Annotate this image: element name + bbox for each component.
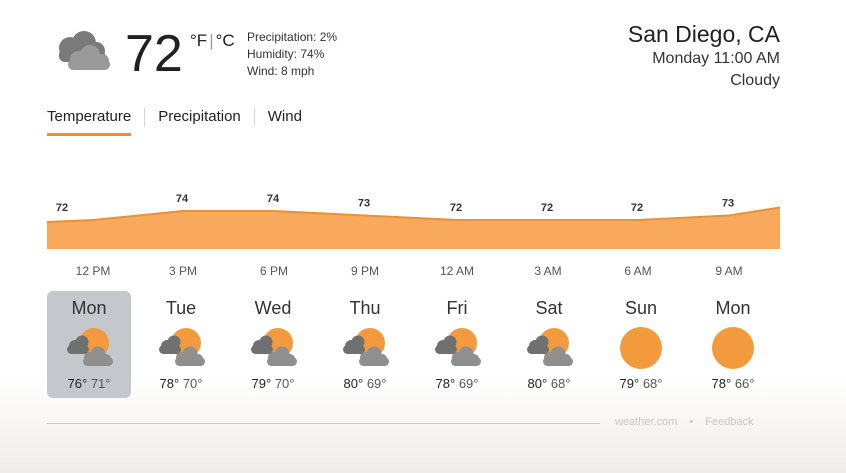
day-temps: 80° 68° xyxy=(507,376,591,391)
day-name: Thu xyxy=(349,298,381,318)
day-high: 78° xyxy=(711,376,732,391)
day-low: 66° xyxy=(734,376,755,391)
partly-cloudy-icon xyxy=(153,325,209,371)
day-name: Mon xyxy=(715,298,751,318)
day-temps: 78° 70° xyxy=(139,376,223,391)
unit-toggle: °F | °C xyxy=(190,31,235,51)
day-low: 69° xyxy=(366,376,387,391)
day-name: Mon xyxy=(71,298,107,318)
partly-cloudy-icon xyxy=(521,325,577,371)
day-name: Tue xyxy=(165,298,197,318)
time-label: 6 PM xyxy=(259,264,288,278)
day-temps: 76° 71° xyxy=(47,376,131,391)
temperature-label: 72 xyxy=(631,202,643,214)
current-details: Precipitation: 2% Humidity: 74% Wind: 8 … xyxy=(247,29,337,80)
temperature-label: 72 xyxy=(541,202,553,214)
partly-cloudy-icon xyxy=(61,325,117,371)
tab-divider xyxy=(144,108,146,127)
day-high: 80° xyxy=(527,376,548,391)
temperature-label: 73 xyxy=(722,198,734,210)
location-block: San Diego, CA Monday 11:00 AM Cloudy xyxy=(628,20,780,92)
time-label: 12 AM xyxy=(439,264,475,278)
temperature-label: 74 xyxy=(176,193,189,205)
sunny-icon xyxy=(705,325,761,371)
tab-precipitation[interactable]: Precipitation xyxy=(158,108,241,125)
footer-divider xyxy=(47,423,600,424)
temperature-label: 72 xyxy=(450,202,462,214)
location-condition: Cloudy xyxy=(730,72,780,89)
temperature-chart: 72 74 74 73 72 72 72 73 xyxy=(47,193,780,249)
tab-temperature[interactable]: Temperature xyxy=(47,108,132,136)
precipitation-text: Precipitation: 2% xyxy=(247,30,338,44)
day-forecast[interactable]: Mon 78° 66° xyxy=(691,291,775,398)
day-temps: 79° 70° xyxy=(231,376,315,391)
sunny-icon xyxy=(613,325,669,371)
day-forecast[interactable]: Tue 78° 70° xyxy=(139,291,223,398)
day-forecast[interactable]: Fri 78° 69° xyxy=(415,291,499,398)
day-low: 68° xyxy=(550,376,571,391)
current-temperature: 72 xyxy=(125,25,183,83)
day-high: 78° xyxy=(435,376,456,391)
unit-fahrenheit[interactable]: °F xyxy=(190,31,208,50)
temperature-area xyxy=(47,207,780,249)
temperature-label: 73 xyxy=(358,198,370,210)
day-forecast[interactable]: Wed 79° 70° xyxy=(231,291,315,398)
day-temps: 79° 68° xyxy=(599,376,683,391)
day-low: 70° xyxy=(182,376,203,391)
day-forecast[interactable]: Sat 80° 68° xyxy=(507,291,591,398)
unit-separator: | xyxy=(209,31,214,50)
day-name: Wed xyxy=(254,298,292,318)
cloudy-icon xyxy=(59,31,110,70)
source-link[interactable]: weather.com xyxy=(615,416,678,428)
footer-separator: • xyxy=(689,416,694,428)
day-low: 68° xyxy=(642,376,663,391)
time-label: 12 PM xyxy=(75,264,111,278)
day-low: 70° xyxy=(274,376,295,391)
day-high: 79° xyxy=(251,376,272,391)
time-label: 3 AM xyxy=(534,264,562,278)
day-name: Fri xyxy=(446,298,468,318)
day-high: 80° xyxy=(343,376,364,391)
time-label: 3 PM xyxy=(168,264,197,278)
temperature-line xyxy=(47,206,780,223)
day-temps: 78° 69° xyxy=(415,376,499,391)
day-forecast[interactable]: Mon 76° 71° xyxy=(47,291,131,398)
chart-tabs: Temperature Precipitation Wind xyxy=(47,108,302,136)
day-temps: 78° 66° xyxy=(691,376,775,391)
partly-cloudy-icon xyxy=(245,325,301,371)
day-name: Sun xyxy=(624,298,658,318)
feedback-link[interactable]: Feedback xyxy=(705,416,754,428)
temperature-label: 74 xyxy=(267,193,280,205)
day-low: 69° xyxy=(458,376,479,391)
day-forecast[interactable]: Thu 80° 69° xyxy=(323,291,407,398)
time-label: 6 AM xyxy=(624,264,652,278)
day-forecast[interactable]: Sun 79° 68° xyxy=(599,291,683,398)
humidity-text: Humidity: 74% xyxy=(247,47,325,61)
footer: weather.com • Feedback xyxy=(615,416,754,428)
day-low: 71° xyxy=(90,376,111,391)
time-label: 9 AM xyxy=(715,264,743,278)
partly-cloudy-icon xyxy=(337,325,393,371)
tab-divider xyxy=(253,108,255,127)
tab-wind[interactable]: Wind xyxy=(267,108,302,125)
day-high: 76° xyxy=(67,376,88,391)
day-high: 79° xyxy=(619,376,640,391)
location-datetime: Monday 11:00 AM xyxy=(652,50,780,67)
partly-cloudy-icon xyxy=(429,325,485,371)
time-label: 9 PM xyxy=(350,264,379,278)
day-name: Sat xyxy=(535,298,563,318)
wind-text: Wind: 8 mph xyxy=(247,64,315,78)
day-high: 78° xyxy=(159,376,180,391)
unit-celsius[interactable]: °C xyxy=(215,31,235,50)
location-city: San Diego, CA xyxy=(627,21,780,47)
day-temps: 80° 69° xyxy=(323,376,407,391)
temperature-label: 72 xyxy=(56,202,68,214)
